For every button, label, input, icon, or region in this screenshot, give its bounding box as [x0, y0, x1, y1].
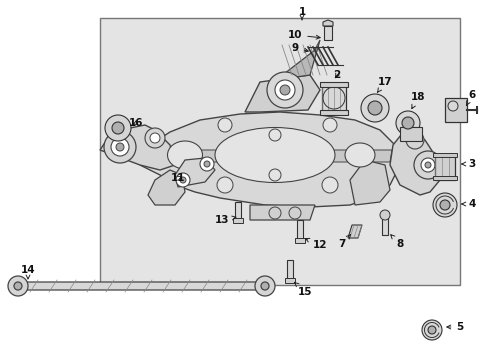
Circle shape [424, 162, 430, 168]
Circle shape [176, 173, 190, 187]
Circle shape [405, 131, 423, 149]
Text: 10: 10 [287, 30, 320, 40]
Circle shape [268, 129, 281, 141]
Circle shape [14, 282, 22, 290]
Circle shape [413, 151, 441, 179]
Bar [399, 127, 421, 141]
Circle shape [439, 200, 449, 210]
Circle shape [254, 276, 274, 296]
Bar [232, 218, 243, 223]
Bar [381, 217, 387, 235]
Polygon shape [249, 205, 314, 220]
Circle shape [261, 282, 268, 290]
Circle shape [203, 161, 209, 167]
Bar [319, 110, 347, 115]
Polygon shape [389, 130, 439, 195]
Text: 18: 18 [410, 92, 425, 109]
Circle shape [116, 143, 124, 151]
Circle shape [150, 133, 160, 143]
Polygon shape [148, 170, 184, 205]
Text: 9: 9 [291, 43, 307, 53]
Text: 8: 8 [390, 235, 403, 249]
Bar [321, 84, 346, 112]
Circle shape [432, 193, 456, 217]
Text: 16: 16 [128, 118, 143, 128]
Polygon shape [164, 150, 391, 162]
Ellipse shape [345, 143, 374, 167]
Bar [444, 98, 466, 122]
Circle shape [274, 80, 294, 100]
Bar [324, 26, 331, 40]
Circle shape [401, 117, 413, 129]
Text: 11: 11 [170, 173, 185, 183]
Circle shape [447, 101, 457, 111]
Circle shape [323, 118, 336, 132]
Bar [432, 153, 456, 157]
Polygon shape [323, 20, 332, 26]
Polygon shape [349, 160, 389, 205]
Text: 17: 17 [377, 77, 391, 92]
Circle shape [104, 131, 136, 163]
Circle shape [145, 128, 164, 148]
Circle shape [280, 85, 289, 95]
Polygon shape [274, 40, 319, 80]
Bar [296, 220, 303, 240]
Bar [432, 176, 456, 180]
Circle shape [266, 72, 303, 108]
Circle shape [111, 138, 129, 156]
Ellipse shape [215, 127, 334, 183]
Ellipse shape [167, 141, 202, 169]
Circle shape [105, 115, 131, 141]
Polygon shape [175, 158, 215, 187]
Polygon shape [347, 225, 361, 238]
Circle shape [360, 94, 388, 122]
Bar [434, 154, 454, 180]
Circle shape [379, 210, 389, 220]
Text: 5: 5 [446, 322, 463, 332]
Bar [100, 18, 459, 285]
Circle shape [200, 157, 214, 171]
Circle shape [8, 276, 28, 296]
Bar [294, 238, 305, 243]
Bar [286, 260, 292, 280]
Polygon shape [244, 75, 319, 112]
Bar [235, 202, 241, 220]
Polygon shape [140, 112, 399, 207]
Circle shape [218, 118, 231, 132]
Circle shape [395, 111, 419, 135]
Text: 7: 7 [338, 235, 350, 249]
Circle shape [180, 177, 185, 183]
Text: 1: 1 [298, 7, 305, 20]
Circle shape [427, 326, 435, 334]
Bar [285, 278, 294, 283]
Text: 12: 12 [305, 238, 326, 250]
Circle shape [268, 207, 281, 219]
Circle shape [268, 169, 281, 181]
Circle shape [217, 177, 232, 193]
Circle shape [420, 158, 434, 172]
Text: 13: 13 [214, 215, 235, 225]
Text: 3: 3 [461, 159, 475, 169]
Text: 14: 14 [20, 265, 35, 279]
Text: 6: 6 [466, 90, 475, 105]
Text: 15: 15 [294, 282, 312, 297]
Circle shape [288, 207, 301, 219]
Circle shape [421, 320, 441, 340]
Bar [319, 82, 347, 87]
Circle shape [321, 177, 337, 193]
Circle shape [367, 101, 381, 115]
Text: 2: 2 [333, 70, 340, 80]
Circle shape [112, 122, 124, 134]
Text: 4: 4 [461, 199, 475, 209]
Polygon shape [100, 125, 175, 170]
Polygon shape [15, 282, 269, 295]
